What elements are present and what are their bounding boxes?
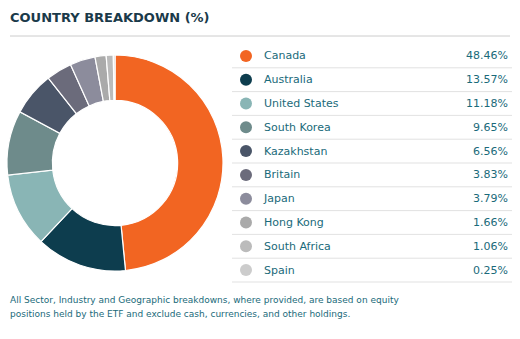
legend-label: Kazakhstan — [264, 145, 327, 158]
wedge — [8, 170, 72, 242]
legend-value: 0.25% — [473, 264, 508, 277]
legend-label: South Africa — [264, 240, 331, 253]
legend-label: Canada — [264, 49, 306, 62]
row-separator — [232, 258, 512, 259]
legend-value: 3.79% — [473, 192, 508, 205]
footnote-line: All Sector, Industry and Geographic brea… — [10, 295, 399, 305]
legend-swatch — [240, 121, 252, 133]
chart: COUNTRY BREAKDOWN (%) Canada 48.46% Austral… — [0, 0, 520, 339]
legend-label: United States — [264, 97, 339, 110]
wedge — [115, 55, 223, 270]
legend-value: 3.83% — [473, 168, 508, 181]
legend-label: Australia — [264, 73, 313, 86]
title: COUNTRY BREAKDOWN (%) — [10, 10, 210, 25]
wedge — [113, 55, 115, 100]
footnote-line: positions held by the ETF and exclude ca… — [10, 309, 350, 319]
row-separator — [232, 234, 512, 235]
legend-swatch — [240, 240, 252, 252]
legend-swatch — [240, 74, 252, 86]
chart-container: COUNTRY BREAKDOWN (%) Canada 48.46% Austral… — [0, 0, 520, 339]
legend-value: 9.65% — [473, 121, 508, 134]
row-separator — [232, 282, 512, 283]
donut — [7, 55, 223, 271]
row-separator — [232, 139, 512, 140]
legend-value: 11.18% — [466, 97, 508, 110]
legend-value: 6.56% — [473, 145, 508, 158]
legend-value: 1.06% — [473, 240, 508, 253]
legend-label: Hong Kong — [264, 216, 324, 229]
row-separator — [232, 210, 512, 211]
legend-value: 48.46% — [466, 49, 508, 62]
title-separator — [10, 36, 510, 37]
legend-swatch — [240, 50, 252, 62]
legend-value: 13.57% — [466, 73, 508, 86]
legend-label: Japan — [263, 192, 295, 205]
legend-label: Britain — [264, 168, 300, 181]
legend-label: Spain — [264, 264, 295, 277]
legend-swatch — [240, 98, 252, 110]
legend-swatch — [240, 169, 252, 181]
legend-swatch — [240, 264, 252, 276]
legend: Canada 48.46% Australia 13.57% United States… — [232, 49, 512, 282]
footnote: All Sector, Industry and Geographic brea… — [10, 295, 399, 319]
row-separator — [232, 186, 512, 187]
legend-value: 1.66% — [473, 216, 508, 229]
wedge — [106, 55, 114, 101]
legend-swatch — [240, 145, 252, 157]
legend-label: South Korea — [264, 121, 331, 134]
row-separator — [232, 91, 512, 92]
row-separator — [232, 115, 512, 116]
row-separator — [232, 67, 512, 68]
row-separator — [232, 163, 512, 164]
legend-swatch — [240, 217, 252, 229]
legend-swatch — [240, 193, 252, 205]
